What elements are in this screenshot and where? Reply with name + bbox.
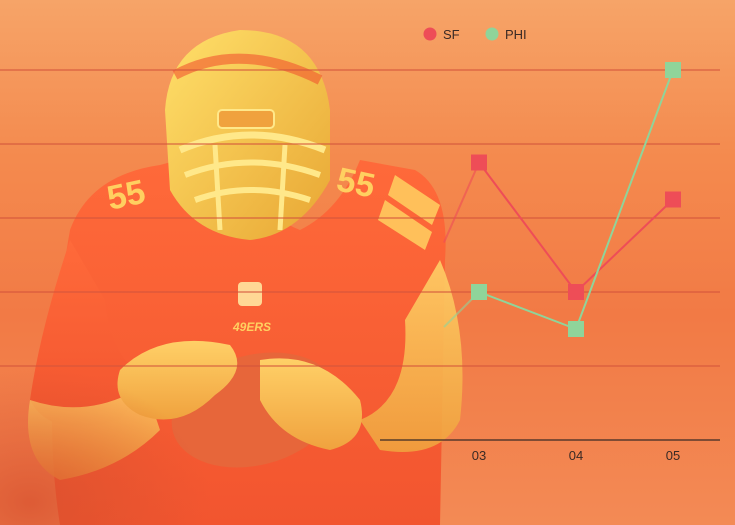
x-tick-label-04: 04 [569,448,583,463]
gridlines [0,69,720,441]
legend: SF PHI [423,27,527,42]
phi-point-04 [568,321,584,337]
legend-swatch-phi [485,27,499,41]
x-axis-ticks: 03 04 05 [472,448,680,463]
svg-text:55: 55 [333,161,378,206]
x-tick-label-05: 05 [666,448,680,463]
legend-swatch-sf [423,27,437,41]
sf-point-04 [568,284,584,300]
x-tick-label-03: 03 [472,448,486,463]
sf-series-line [478,161,674,293]
svg-text:55: 55 [104,173,149,218]
sf-point-03 [471,154,487,171]
series-points [471,62,681,337]
legend-label-phi: PHI [505,27,527,42]
legend-label-sf: SF [443,27,460,42]
sf-point-05 [665,191,681,208]
sf-line-lead [443,162,480,243]
phi-point-05 [665,62,681,78]
phi-point-03 [471,284,487,300]
